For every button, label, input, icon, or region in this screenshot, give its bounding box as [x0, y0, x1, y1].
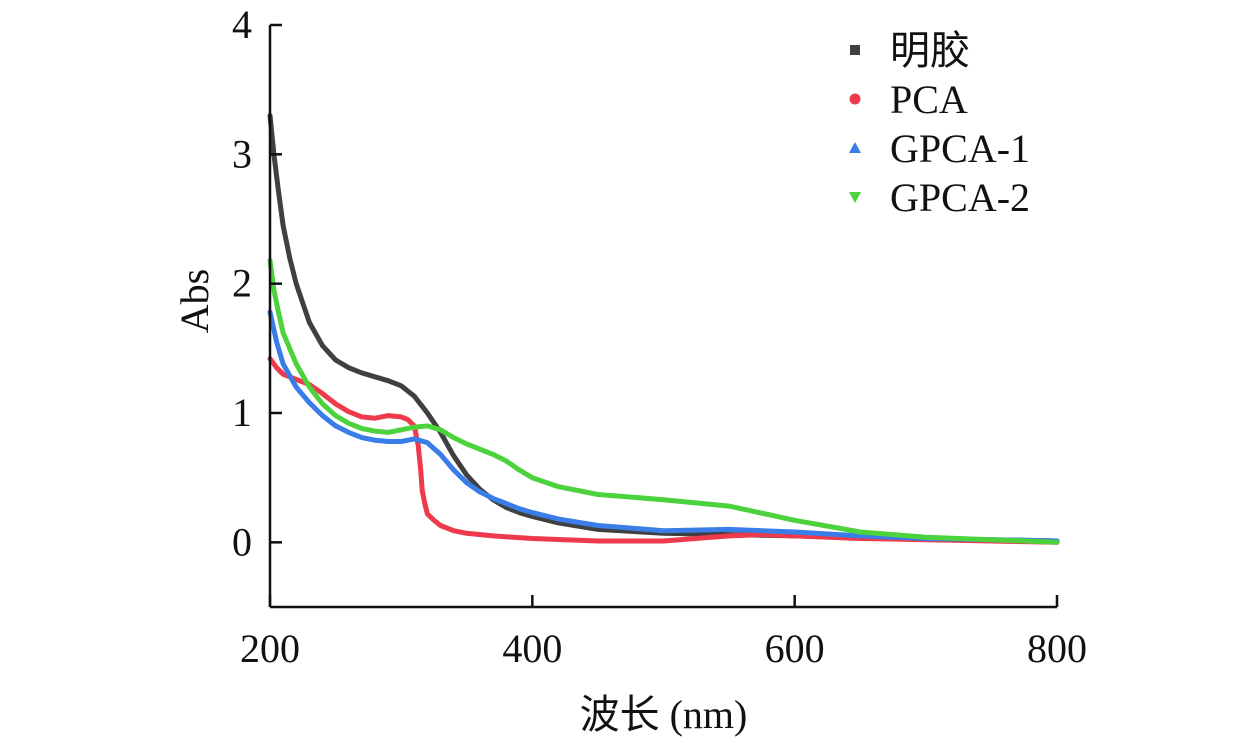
series-line-4 — [267, 257, 1060, 545]
legend-item-1: 明胶 — [850, 28, 970, 73]
x-axis-title: 波长 (nm) — [580, 692, 748, 737]
legend-label: 明胶 — [890, 28, 970, 73]
legend-label: GPCA-1 — [890, 126, 1030, 171]
y-tick-label: 0 — [232, 519, 252, 564]
x-tick-label: 400 — [502, 626, 562, 671]
x-ticks: 200 400 600 800 — [240, 595, 1087, 671]
x-tick-label: 800 — [1027, 626, 1087, 671]
y-tick-label: 3 — [232, 131, 252, 176]
y-axis-title: Abs — [172, 269, 217, 333]
legend-item-4: GPCA-2 — [849, 175, 1030, 220]
plot-area — [267, 113, 1060, 545]
legend-label: PCA — [890, 77, 968, 122]
series-line-3 — [267, 309, 1060, 544]
legend-marker-square — [850, 45, 860, 55]
axes: 200 400 600 800 0 1 2 3 4 — [232, 2, 1087, 671]
series-line-2 — [267, 356, 1060, 545]
legend-item-2: PCA — [849, 77, 968, 122]
legend-item-3: GPCA-1 — [849, 126, 1030, 171]
legend-label: GPCA-2 — [890, 175, 1030, 220]
y-tick-label: 1 — [232, 390, 252, 435]
x-tick-label: 600 — [765, 626, 825, 671]
legend-marker-triangle-up — [849, 142, 861, 153]
legend-marker-circle — [849, 93, 861, 105]
y-ticks: 0 1 2 3 4 — [232, 2, 282, 564]
x-tick-label: 200 — [240, 626, 300, 671]
y-tick-label: 4 — [232, 2, 252, 47]
y-tick-label: 2 — [232, 261, 252, 306]
legend-marker-triangle-down — [849, 192, 861, 203]
